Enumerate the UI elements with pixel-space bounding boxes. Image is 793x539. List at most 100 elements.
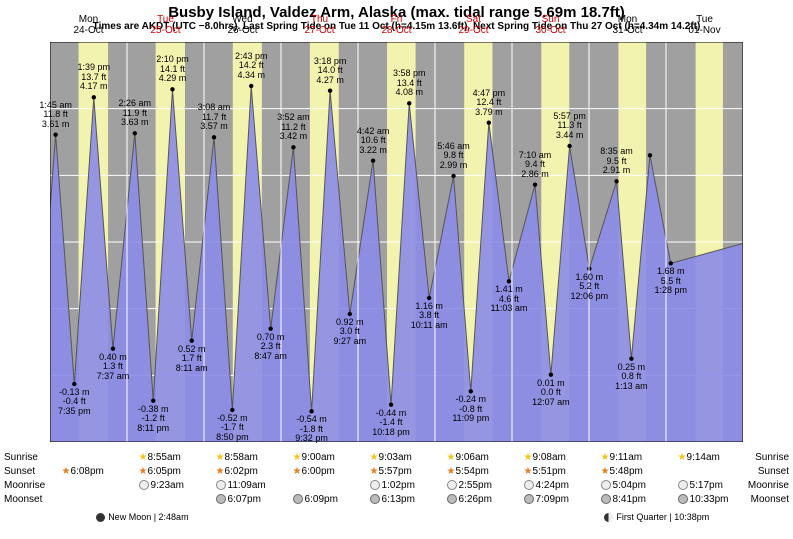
tide-label: 0.25 m0.8 ft1:13 am [615, 363, 648, 391]
moonset-row-cell: 6:26pm [447, 494, 492, 505]
tide-label: 1:45 am11.8 ft3.61 m [39, 101, 72, 129]
sunrise-row-cell: ★9:14am [678, 452, 720, 463]
sunrise-row-cell: ★8:55am [139, 452, 181, 463]
tide-label: 2:26 am11.9 ft3.63 m [119, 99, 152, 127]
tide-label: 3:58 pm13.4 ft4.08 m [393, 69, 426, 97]
moonrise-row-cell: 4:24pm [524, 480, 569, 491]
tide-label: 4:47 pm12.4 ft3.79 m [473, 89, 506, 117]
tide-label: 1.41 m4.6 ft11:03 am [491, 285, 528, 313]
moonrise-icon [139, 480, 149, 490]
sunrise-icon: ★ [447, 452, 456, 463]
day-label: Thu27-Oct [281, 14, 358, 36]
tide-label: 0.52 m1.7 ft8:11 am [176, 345, 208, 373]
moonrise-icon [447, 480, 457, 490]
moonrise-row-cell: 5:17pm [678, 480, 723, 491]
day-label: Tue01-Nov [666, 14, 743, 36]
moonset-icon [447, 494, 457, 504]
tide-label: -0.54 m-1.8 ft9:32 pm [295, 415, 328, 443]
day-label: Mon31-Oct [589, 14, 666, 36]
tide-label: 1.60 m5.2 ft12:06 pm [571, 273, 609, 301]
moonset-row-cell: 10:33pm [678, 494, 729, 505]
day-label: Fri28-Oct [358, 14, 435, 36]
tide-label: 8:35 am9.5 ft2.91 m [600, 147, 633, 175]
new-moon-icon [96, 513, 105, 522]
moonset-row-cell: 7:09pm [524, 494, 569, 505]
sunset-row-cell: ★5:51pm [524, 466, 566, 477]
moonset-icon [293, 494, 303, 504]
sunset-row-cell: ★6:05pm [139, 466, 181, 477]
sunset-left-label: Sunset [4, 466, 35, 477]
tide-label: 2:43 pm14.2 ft4.34 m [235, 52, 268, 80]
sunset-row-cell: ★6:02pm [216, 466, 258, 477]
sunset-row-cell: ★6:08pm [62, 466, 104, 477]
tide-label: 0.01 m0.0 ft12:07 am [532, 379, 570, 407]
moonrise-row-cell: 11:09am [216, 480, 266, 491]
first-quarter-icon [604, 513, 613, 522]
tide-label: 7:10 am9.4 ft2.86 m [519, 151, 552, 179]
sunrise-row-cell: ★9:06am [447, 452, 489, 463]
sunset-row-cell: ★5:54pm [447, 466, 489, 477]
moonset-icon [216, 494, 226, 504]
tide-label: 1:39 pm13.7 ft4.17 m [78, 63, 111, 91]
day-label: Mon24-Oct [50, 14, 127, 36]
sunrise-icon: ★ [139, 452, 148, 463]
sunset-icon: ★ [293, 466, 302, 477]
moonset-row-cell: 6:13pm [370, 494, 415, 505]
moonset-right-label: Moonset [751, 494, 789, 505]
moonrise-icon [524, 480, 534, 490]
moonrise-icon [370, 480, 380, 490]
sunrise-row-cell: ★9:00am [293, 452, 335, 463]
tide-label: 1.16 m3.8 ft10:11 am [411, 302, 448, 330]
day-label: Wed26-Oct [204, 14, 281, 36]
sunset-row-cell: ★6:00pm [293, 466, 335, 477]
tide-label: 2:10 pm14.1 ft4.29 m [156, 55, 189, 83]
sunset-row-cell: ★5:48pm [601, 466, 643, 477]
tide-label: 5:46 am9.8 ft2.99 m [437, 142, 470, 170]
sunrise-row-cell: ★8:58am [216, 452, 258, 463]
sunset-icon: ★ [370, 466, 379, 477]
tide-label: 3:18 pm14.0 ft4.27 m [314, 57, 347, 85]
sunrise-icon: ★ [370, 452, 379, 463]
moonset-row-cell: 6:07pm [216, 494, 261, 505]
moonset-left-label: Moonset [4, 494, 42, 505]
sunset-icon: ★ [62, 466, 71, 477]
day-label: Tue25-Oct [127, 14, 204, 36]
tide-label: -0.24 m-0.8 ft11:09 pm [452, 395, 489, 423]
tide-label: 3:52 am11.2 ft3.42 m [277, 113, 310, 141]
moonrise-icon [216, 480, 226, 490]
moonset-row-cell: 8:41pm [601, 494, 646, 505]
tide-label: 0.40 m1.3 ft7:37 am [97, 353, 130, 381]
sunrise-right-label: Sunrise [755, 452, 789, 463]
sunrise-left-label: Sunrise [4, 452, 38, 463]
moonrise-row-cell: 5:04pm [601, 480, 646, 491]
sunrise-row-cell: ★9:11am [601, 452, 643, 463]
tide-label: 3:08 am11.7 ft3.57 m [198, 103, 231, 131]
moonrise-row-cell: 1:02pm [370, 480, 415, 491]
sunset-icon: ★ [139, 466, 148, 477]
moon-phase-right: First Quarter | 10:38pm [604, 512, 709, 522]
moonset-icon [601, 494, 611, 504]
sunset-icon: ★ [216, 466, 225, 477]
sunset-row-cell: ★5:57pm [370, 466, 412, 477]
tide-label: -0.52 m-1.7 ft8:50 pm [216, 414, 249, 442]
tide-label: 1.68 m5.5 ft1:28 pm [654, 267, 687, 295]
moonrise-icon [601, 480, 611, 490]
moon-phase-left: New Moon | 2:48am [96, 512, 188, 522]
sunrise-icon: ★ [678, 452, 687, 463]
moonset-icon [524, 494, 534, 504]
moonrise-icon [678, 480, 688, 490]
tide-label: -0.38 m-1.2 ft8:11 pm [137, 405, 169, 433]
sunrise-row-cell: ★9:08am [524, 452, 566, 463]
moonrise-row-cell: 2:55pm [447, 480, 492, 491]
tide-label: 0.70 m2.3 ft8:47 am [254, 333, 287, 361]
tide-label: 5:57 pm11.3 ft3.44 m [553, 112, 586, 140]
tide-label: 4:42 am10.6 ft3.22 m [357, 127, 390, 155]
moonset-row-cell: 6:09pm [293, 494, 338, 505]
sunrise-icon: ★ [216, 452, 225, 463]
sunset-icon: ★ [524, 466, 533, 477]
sunrise-row-cell: ★9:03am [370, 452, 412, 463]
moonset-icon [678, 494, 688, 504]
day-label: Sun30-Oct [512, 14, 589, 36]
moonrise-left-label: Moonrise [4, 480, 45, 491]
moonrise-right-label: Moonrise [748, 480, 789, 491]
